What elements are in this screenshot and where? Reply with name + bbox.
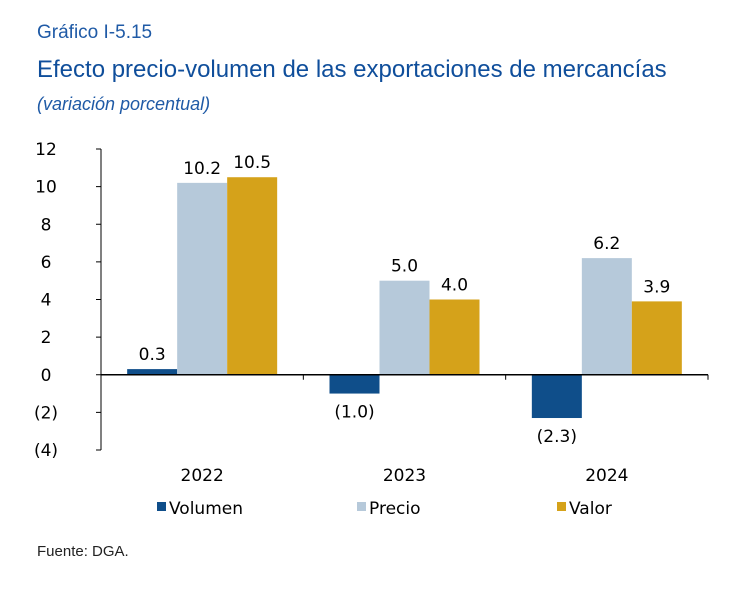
y-tick-label: 10 xyxy=(35,178,57,198)
bar-precio-2024 xyxy=(581,258,632,375)
data-label: 0.3 xyxy=(139,345,166,365)
source-note: Fuente: DGA. xyxy=(37,543,129,560)
y-tick-label: (2) xyxy=(34,403,58,423)
data-label: 10.5 xyxy=(233,153,271,173)
data-label: 10.2 xyxy=(183,159,221,179)
figure-number: Gráfico I-5.15 xyxy=(37,22,153,43)
x-category-label: 2024 xyxy=(585,466,628,486)
bar-valor-2024 xyxy=(631,301,682,375)
data-label: 6.2 xyxy=(593,234,620,254)
x-category-label: 2023 xyxy=(383,466,426,486)
bar-valor-2022 xyxy=(227,177,278,375)
y-tick-label: 8 xyxy=(41,215,52,235)
x-axis: 2022 2023 2024 xyxy=(100,374,709,486)
y-axis: 12 10 8 6 4 2 0 (2) (4) xyxy=(34,140,102,461)
data-label: 3.9 xyxy=(643,277,670,297)
legend: Volumen Precio Valor xyxy=(157,499,612,519)
y-tick-label: 4 xyxy=(41,291,52,311)
legend-label-valor: Valor xyxy=(569,499,612,519)
bar-precio-2023 xyxy=(379,280,430,375)
data-label: (2.3) xyxy=(537,427,577,447)
bar-volumen-2022 xyxy=(127,369,178,375)
legend-swatch-valor xyxy=(557,502,566,511)
y-tick-label: 0 xyxy=(41,366,52,386)
data-label: (1.0) xyxy=(334,403,374,423)
legend-swatch-volumen xyxy=(157,502,166,511)
chart-title: Efecto precio-volumen de las exportacion… xyxy=(37,56,667,83)
y-tick-label: 12 xyxy=(35,140,57,160)
data-label: 4.0 xyxy=(441,276,468,296)
y-tick-label: 6 xyxy=(41,253,52,273)
bar-valor-2023 xyxy=(429,299,480,375)
legend-swatch-precio xyxy=(357,502,366,511)
data-label: 5.0 xyxy=(391,257,418,277)
bar-volumen-2023 xyxy=(329,374,380,394)
x-category-label: 2022 xyxy=(181,466,224,486)
legend-label-volumen: Volumen xyxy=(169,499,243,519)
bar-volumen-2024 xyxy=(531,374,582,419)
bar-precio-2022 xyxy=(177,182,228,375)
legend-label-precio: Precio xyxy=(369,499,421,519)
bars: 0.3 (1.0) (2.3) 10.2 5.0 6.2 10.5 4.0 3.9 xyxy=(127,153,682,447)
y-tick-label: (4) xyxy=(34,441,58,461)
chart-subtitle: (variación porcentual) xyxy=(37,94,211,114)
y-tick-label: 2 xyxy=(41,328,52,348)
